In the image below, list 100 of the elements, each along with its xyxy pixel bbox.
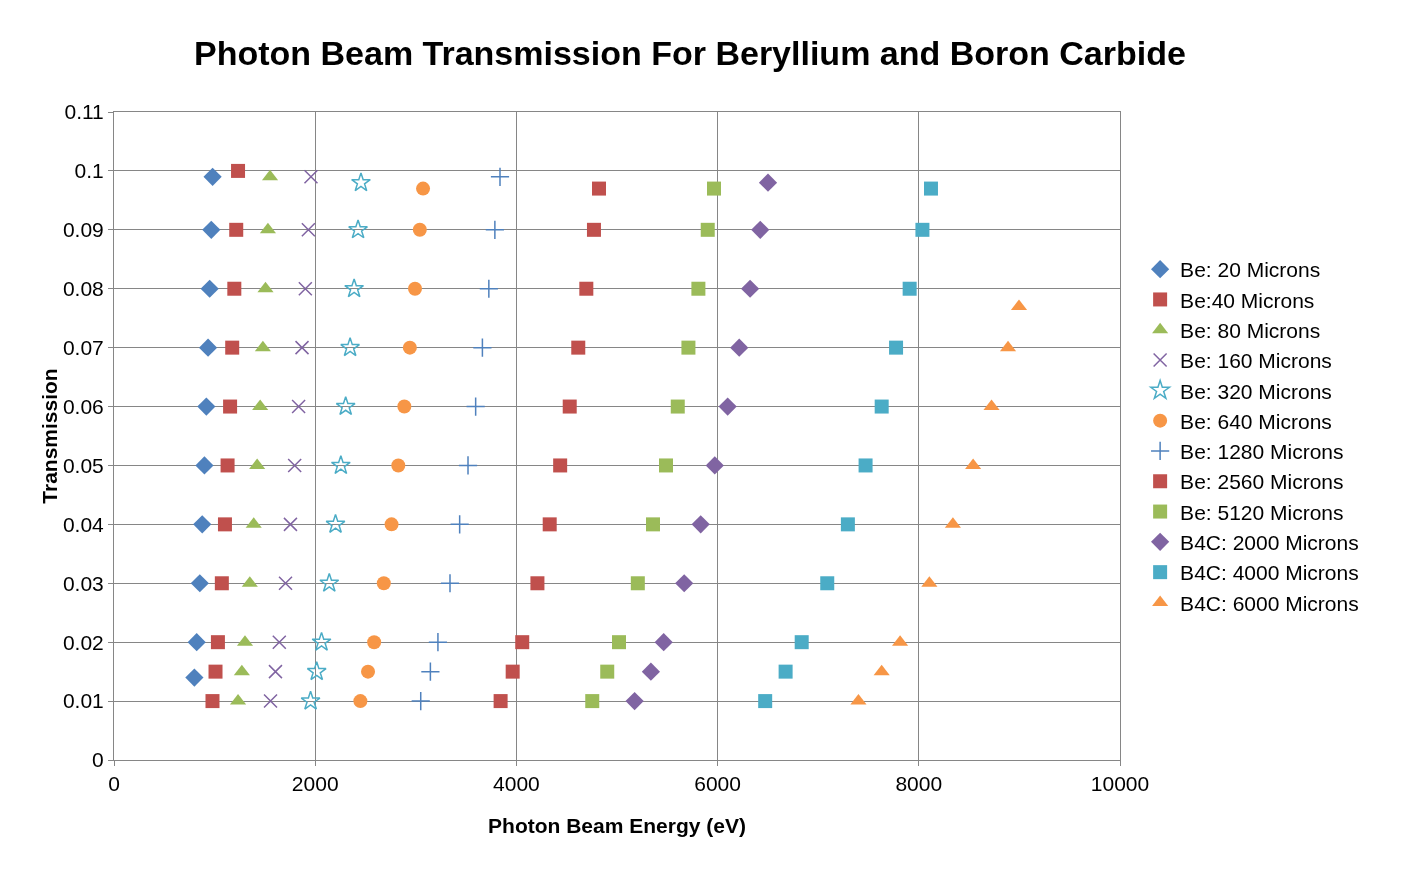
point xyxy=(229,222,244,237)
legend-label: Be: 80 Microns xyxy=(1180,318,1321,342)
x-tick-label: 8000 xyxy=(895,772,943,796)
point xyxy=(325,513,346,534)
point xyxy=(530,576,545,591)
point xyxy=(591,181,606,196)
point xyxy=(428,632,448,653)
point xyxy=(335,396,356,416)
point xyxy=(376,576,391,591)
y-tick-label: 0.06 xyxy=(62,394,104,418)
legend-label: Be: 20 Microns xyxy=(1180,258,1321,282)
point xyxy=(412,222,427,237)
legend-label: Be: 5120 Microns xyxy=(1180,500,1344,524)
y-tick-label: 0.07 xyxy=(62,335,104,359)
point xyxy=(195,456,214,475)
point xyxy=(214,576,229,591)
point xyxy=(254,340,271,352)
point xyxy=(300,690,321,710)
point xyxy=(187,633,206,652)
point xyxy=(210,635,225,650)
legend-label: B4C: 4000 Microns xyxy=(1180,561,1359,585)
x-tick-label: 10000 xyxy=(1090,772,1150,796)
point xyxy=(915,222,930,237)
point xyxy=(231,163,246,178)
point xyxy=(353,694,368,709)
point xyxy=(794,635,809,650)
y-tick-label: 0.02 xyxy=(62,630,104,654)
point xyxy=(485,219,505,240)
point xyxy=(465,396,486,417)
point xyxy=(190,574,209,593)
point xyxy=(553,458,568,473)
point xyxy=(658,458,673,473)
point xyxy=(472,337,493,358)
point xyxy=(367,635,382,650)
point xyxy=(562,399,577,414)
y-tick-label: 0.04 xyxy=(62,512,105,536)
point xyxy=(440,573,460,594)
point xyxy=(705,456,724,475)
point xyxy=(458,455,478,476)
point xyxy=(586,222,601,237)
legend-label: Be: 320 Microns xyxy=(1180,379,1332,403)
point xyxy=(478,278,499,299)
point xyxy=(416,181,431,196)
point xyxy=(263,693,278,709)
point xyxy=(718,397,737,416)
point xyxy=(706,181,721,196)
point xyxy=(654,633,673,652)
point xyxy=(344,278,365,298)
point xyxy=(515,635,530,650)
y-axis-title: Transmission xyxy=(37,368,61,504)
point xyxy=(646,517,661,532)
point xyxy=(410,691,431,711)
point xyxy=(347,219,369,239)
point xyxy=(778,664,793,679)
x-tick-label: 0 xyxy=(108,772,120,796)
point xyxy=(291,399,306,414)
point xyxy=(301,222,316,238)
point xyxy=(493,694,508,709)
point xyxy=(319,572,340,592)
point xyxy=(490,166,510,187)
point xyxy=(350,172,372,192)
point xyxy=(923,181,938,196)
point xyxy=(185,668,204,687)
point xyxy=(287,458,302,473)
point xyxy=(257,281,274,293)
legend-label: Be: 1280 Microns xyxy=(1180,440,1344,464)
point xyxy=(397,399,412,414)
y-tick-label: 0.08 xyxy=(62,277,104,301)
point xyxy=(203,167,222,186)
point xyxy=(625,691,644,711)
point xyxy=(330,454,351,475)
legend-label: Be: 640 Microns xyxy=(1180,409,1332,433)
point xyxy=(579,281,594,296)
point xyxy=(208,664,223,679)
point xyxy=(306,661,327,681)
point xyxy=(202,220,221,239)
point xyxy=(193,515,212,534)
point xyxy=(758,173,778,192)
point xyxy=(252,399,269,411)
point xyxy=(220,458,235,473)
y-tick-label: 0.01 xyxy=(62,689,104,713)
y-tick-label: 0 xyxy=(92,748,104,772)
x-tick-label: 2000 xyxy=(291,772,339,796)
point xyxy=(889,340,904,355)
point xyxy=(303,169,319,185)
point xyxy=(294,340,310,355)
point xyxy=(542,517,557,532)
point xyxy=(268,664,283,679)
y-tick-label: 0.09 xyxy=(62,218,104,242)
point xyxy=(225,340,240,355)
point xyxy=(420,661,441,682)
point xyxy=(902,281,917,296)
y-tick-label: 0.05 xyxy=(62,453,104,477)
point xyxy=(384,517,399,532)
point xyxy=(681,340,696,355)
point xyxy=(670,399,685,414)
point xyxy=(283,517,298,532)
point xyxy=(198,338,218,357)
point xyxy=(227,281,242,296)
legend-label: B4C: 6000 Microns xyxy=(1180,591,1359,615)
